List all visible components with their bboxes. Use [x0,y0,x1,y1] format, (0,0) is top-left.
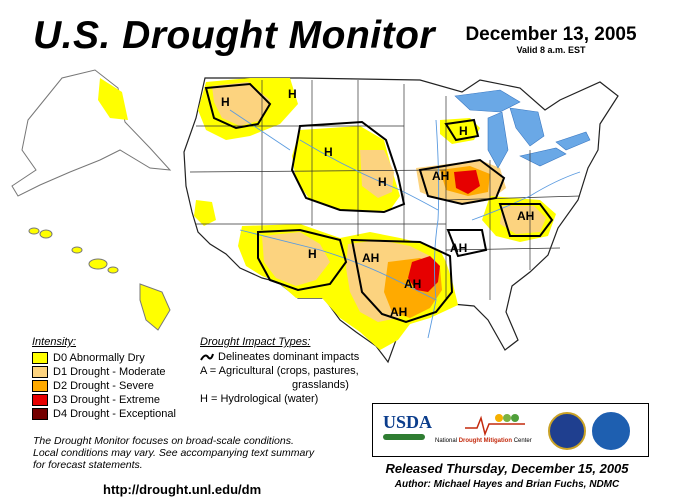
impact-label: H [459,124,468,138]
legend-swatch-d2 [32,380,48,392]
legend-swatch-d1 [32,366,48,378]
website-link[interactable]: http://drought.unl.edu/dm [103,482,262,497]
impact-label: H [288,87,297,101]
impact-lines [204,82,554,324]
partner-logos: USDA National Drought Mitigation Center [372,403,649,457]
release-date: Released Thursday, December 15, 2005 [385,461,629,476]
legend-item-d1: D1 Drought - Moderate [32,365,176,379]
noaa-seal-icon [592,412,630,450]
legend-label: D1 Drought - Moderate [53,366,166,378]
impact-label: H [324,145,333,159]
usda-logo: USDA [383,412,433,432]
impact-label: AH [432,169,449,183]
impact-line-icon [200,353,214,361]
legend-label: D4 Drought - Exceptional [53,408,176,420]
commerce-seal-icon [548,412,586,450]
valid-time: Valid 8 a.m. EST [516,45,586,55]
impact-line-label: Delineates dominant impacts [218,351,360,363]
ndmc-text: Drought Mitigation [458,438,513,444]
note-line: The Drought Monitor focuses on broad-sca… [33,435,294,447]
ndmc-text: Center [513,438,532,444]
impact-label: AH [390,305,407,319]
map-date: December 13, 2005 [465,24,637,45]
alaska-d0-area [98,78,128,120]
legend-item-d0: D0 Abnormally Dry [32,351,176,365]
impact-label: AH [450,241,467,255]
legend-heading: Intensity: [32,336,77,348]
state-boundaries [189,80,581,300]
impact-agri: A = Agricultural (crops, pastures, [200,365,359,377]
impact-agri-cont: grasslands) [292,379,349,391]
ndmc-text: National [435,438,458,444]
legend-swatch-d3 [32,394,48,406]
impact-line-row: Delineates dominant impacts [200,351,359,365]
legend-label: D0 Abnormally Dry [53,352,145,364]
legend-item-d4: D4 Drought - Exceptional [32,407,176,421]
impact-label: AH [362,251,379,265]
impact-label: AH [404,277,421,291]
legend-item-d3: D3 Drought - Extreme [32,393,176,407]
legend-label: D2 Drought - Severe [53,380,154,392]
legend-swatch-d4 [32,408,48,420]
intensity-legend: Intensity: D0 Abnormally Dry D1 Drought … [32,336,176,421]
note-line: Local conditions may vary. See accompany… [33,447,315,459]
great-lakes [454,89,591,169]
impact-label: H [221,95,230,109]
legend-swatch-d0 [32,352,48,364]
impact-heading: Drought Impact Types: [200,336,311,348]
alaska [11,69,172,197]
disclaimer-note: The Drought Monitor focuses on broad-sca… [33,435,314,471]
note-line: for forecast statements. [33,459,143,471]
impact-label: H [378,175,387,189]
ndmc-logo-text: National Drought Mitigation Center [435,438,532,444]
impact-label: AH [517,209,534,223]
usda-swoosh [383,434,425,440]
legend-item-d2: D2 Drought - Severe [32,379,176,393]
impact-label: H [308,247,317,261]
legend-label: D3 Drought - Extreme [53,394,160,406]
ndmc-logo-icon [465,414,525,436]
impact-hydro: H = Hydrological (water) [200,393,319,405]
impact-legend: Drought Impact Types: Delineates dominan… [200,336,359,407]
hawaii [28,227,171,331]
authors: Author: Michael Hayes and Brian Fuchs, N… [394,479,620,490]
rivers [229,109,581,339]
map-title: U.S. Drought Monitor [33,14,436,57]
